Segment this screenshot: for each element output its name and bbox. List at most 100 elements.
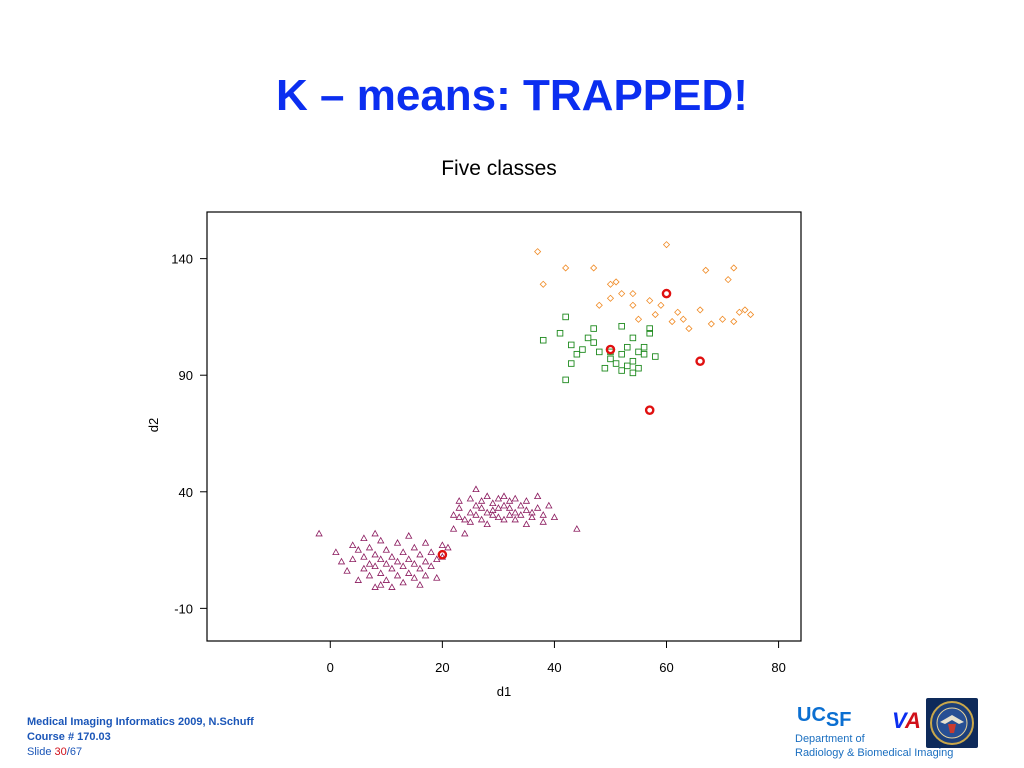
ucsf-logo: UCSF (797, 704, 852, 731)
data-point-triangle (371, 529, 379, 537)
data-point-triangle (494, 504, 503, 511)
data-point-triangle (500, 492, 508, 500)
data-point-triangle (539, 518, 547, 525)
y-tick-label: 140 (171, 252, 193, 267)
data-point-diamond (539, 280, 547, 288)
data-point-diamond (629, 301, 637, 309)
data-point-triangle (466, 508, 475, 516)
data-point-triangle (477, 515, 486, 523)
data-point-square (629, 357, 637, 365)
data-point-square (624, 362, 631, 370)
data-point-square (618, 322, 625, 330)
footer-slide-number: Slide 30/67 (27, 745, 254, 760)
data-point-diamond (606, 294, 615, 302)
data-point-triangle (455, 513, 463, 521)
data-point-diamond (707, 320, 715, 328)
data-point-triangle (388, 583, 396, 590)
data-point-square (635, 348, 642, 356)
data-point-triangle (405, 569, 413, 576)
data-point-diamond (702, 266, 710, 274)
data-point-square (562, 376, 569, 384)
data-point-triangle (427, 548, 435, 556)
data-point-triangle (349, 541, 357, 549)
department-name: Department of Radiology & Biomedical Ima… (795, 733, 954, 759)
data-point-diamond (595, 301, 603, 309)
footer-course-number: Course # 170.03 (27, 731, 111, 743)
y-axis-label: d2 (146, 418, 161, 432)
data-point-diamond (718, 315, 727, 323)
data-point-square (590, 339, 597, 346)
data-point-diamond (730, 318, 738, 326)
data-point-triangle (421, 571, 430, 579)
data-point-diamond (747, 311, 755, 319)
data-point-triangle (489, 499, 497, 507)
data-point-diamond (657, 301, 665, 309)
data-point-triangle (494, 494, 503, 502)
footer-course-title: Medical Imaging Informatics 2009, N.Schu… (27, 716, 254, 728)
data-point-triangle (472, 485, 480, 493)
centroid-marker (437, 549, 448, 560)
data-point-square (567, 360, 575, 367)
data-point-triangle (382, 546, 391, 553)
data-point-triangle (533, 504, 542, 511)
data-point-triangle (433, 574, 441, 581)
data-point-triangle (365, 543, 374, 551)
centroid-marker (695, 356, 705, 367)
data-point-triangle (371, 583, 379, 590)
scatter-chart: Five classes 0 20 40 60 80 -10 40 90 140 d1 d2 (146, 157, 802, 699)
data-point-square (556, 329, 564, 337)
va-seal-icon (926, 698, 978, 748)
data-point-triangle (444, 543, 452, 551)
data-point-diamond (651, 311, 659, 319)
x-tick-label: 60 (659, 660, 673, 675)
data-point-triangle (494, 513, 503, 521)
data-point-triangle (421, 557, 430, 565)
data-point-triangle (522, 497, 531, 504)
data-point-triangle (377, 555, 385, 562)
data-point-square (646, 329, 653, 337)
chart-title: Five classes (441, 157, 557, 180)
centroid-marker (605, 344, 616, 355)
centroid-marker (661, 288, 672, 299)
footer: Medical Imaging Informatics 2009, N.Schu… (27, 715, 254, 760)
data-point-triangle (517, 511, 525, 518)
x-tick-label: 40 (547, 660, 561, 675)
data-point-triangle (421, 539, 430, 546)
data-point-triangle (477, 497, 486, 504)
data-point-triangle (371, 562, 379, 569)
data-point-diamond (646, 297, 654, 305)
data-point-triangle (377, 569, 385, 576)
data-point-triangle (489, 506, 497, 514)
data-point-square (618, 367, 625, 374)
x-tick-label: 20 (435, 660, 449, 675)
data-point-triangle (449, 511, 458, 518)
data-point-triangle (505, 497, 514, 504)
data-point-triangle (472, 511, 480, 518)
data-point-triangle (573, 525, 581, 532)
data-point-triangle (483, 492, 491, 500)
data-point-diamond (629, 290, 637, 298)
data-point-diamond (634, 315, 643, 323)
data-point-triangle (505, 511, 514, 518)
data-point-square (624, 343, 631, 351)
data-point-square (590, 325, 597, 332)
data-point-triangle (354, 546, 362, 553)
data-point-triangle (528, 513, 536, 521)
data-point-diamond (674, 308, 682, 316)
data-point-triangle (377, 536, 385, 544)
data-point-diamond (685, 325, 693, 333)
data-point-triangle (511, 494, 519, 502)
data-point-triangle (500, 515, 508, 523)
x-axis-label: d1 (497, 684, 511, 699)
data-point-triangle (371, 550, 379, 558)
data-point-square (635, 364, 642, 372)
data-point-square (573, 350, 581, 358)
data-point-diamond (696, 306, 704, 314)
data-point-triangle (438, 541, 447, 549)
centroid-marker (644, 405, 655, 415)
data-point-triangle (354, 576, 362, 583)
data-point-square (601, 364, 609, 372)
slide-title: K – means: TRAPPED! (276, 71, 748, 120)
data-point-triangle (539, 511, 547, 518)
data-point-triangle (388, 553, 396, 560)
